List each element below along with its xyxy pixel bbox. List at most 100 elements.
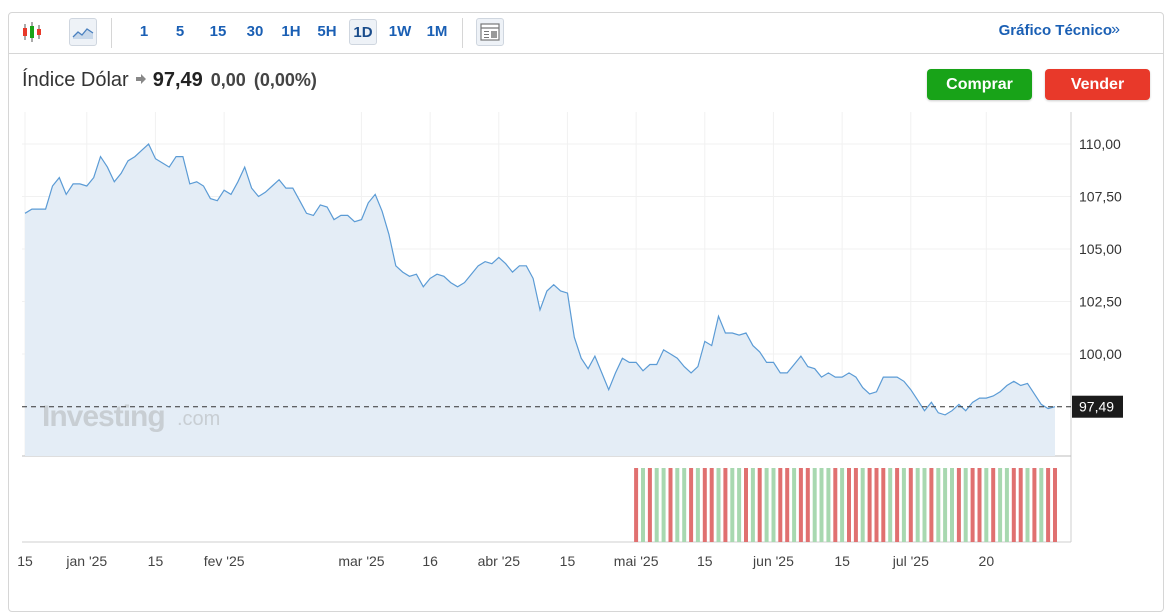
volume-bar bbox=[812, 468, 817, 542]
volume-bar bbox=[634, 468, 639, 542]
volume-bar bbox=[936, 468, 941, 542]
x-tick-label: 15 bbox=[834, 553, 850, 569]
timeframe-1[interactable]: 1 bbox=[139, 23, 149, 40]
volume-bar bbox=[1032, 468, 1037, 542]
volume-bar bbox=[702, 468, 707, 542]
y-tick-label: 105,00 bbox=[1079, 241, 1122, 257]
last-value-label: 97,49 bbox=[1079, 399, 1114, 415]
volume-bar bbox=[970, 468, 975, 542]
volume-bar bbox=[950, 468, 954, 542]
volume-bar bbox=[860, 468, 865, 542]
instrument-name: Índice Dólar bbox=[22, 68, 129, 91]
candlestick-icon[interactable] bbox=[18, 18, 46, 46]
y-tick-label: 100,00 bbox=[1079, 346, 1122, 362]
area-chart-icon[interactable] bbox=[69, 18, 97, 46]
volume-bar bbox=[709, 468, 714, 542]
x-tick-label: jul '25 bbox=[892, 553, 929, 569]
volume-bar bbox=[1039, 468, 1044, 542]
volume-bar bbox=[675, 468, 680, 542]
y-tick-label: 107,50 bbox=[1079, 189, 1122, 205]
x-tick-label: abr '25 bbox=[478, 553, 521, 569]
volume-bar bbox=[1053, 468, 1057, 542]
volume-bar bbox=[805, 468, 810, 542]
volume-bar bbox=[922, 468, 927, 542]
volume-bar bbox=[956, 468, 961, 542]
volume-bar bbox=[881, 468, 886, 542]
timeframe-15[interactable]: 15 bbox=[209, 23, 227, 40]
x-tick-label: jun '25 bbox=[752, 553, 794, 569]
x-tick-label: 15 bbox=[560, 553, 576, 569]
volume-bar bbox=[647, 468, 652, 542]
toolbar-divider bbox=[111, 18, 112, 48]
volume-bar bbox=[867, 468, 872, 542]
volume-bar bbox=[695, 468, 700, 542]
buy-button[interactable]: Comprar bbox=[927, 69, 1032, 100]
chart-toolbar: 1 5 15 30 1H 5H 1D 1W 1M Gráfico Técnico » bbox=[8, 12, 1164, 54]
price-area bbox=[25, 144, 1055, 456]
volume-bar bbox=[1018, 468, 1023, 542]
volume-bar bbox=[819, 468, 824, 542]
volume-bar bbox=[641, 468, 645, 542]
volume-bar bbox=[874, 468, 879, 542]
x-tick-label: 20 bbox=[979, 553, 995, 569]
volume-bar bbox=[984, 468, 989, 542]
volume-bar bbox=[840, 468, 845, 542]
volume-bar bbox=[785, 468, 790, 542]
volume-bar bbox=[929, 468, 934, 542]
timeframe-5h[interactable]: 5H bbox=[317, 23, 337, 40]
volume-bar bbox=[853, 468, 858, 542]
volume-bar bbox=[661, 468, 666, 542]
sell-button[interactable]: Vender bbox=[1045, 69, 1150, 100]
x-tick-label: mai '25 bbox=[614, 553, 659, 569]
volume-bar bbox=[847, 468, 851, 542]
x-tick-label: mar '25 bbox=[338, 553, 384, 569]
volume-bar bbox=[901, 468, 906, 542]
news-layout-icon[interactable] bbox=[476, 18, 504, 46]
x-tick-label: jan '25 bbox=[65, 553, 107, 569]
volume-bar bbox=[998, 468, 1003, 542]
double-chevron-right-icon[interactable]: » bbox=[1111, 21, 1120, 38]
volume-bar bbox=[744, 468, 748, 542]
price-chart[interactable]: Investing .com 110,00 107,50 105,00 102,50 1… bbox=[0, 0, 1171, 598]
timeframe-30[interactable]: 30 bbox=[246, 23, 264, 40]
timeframe-1d[interactable]: 1D bbox=[349, 19, 377, 45]
volume-bar bbox=[682, 468, 687, 542]
volume-bar bbox=[908, 468, 913, 542]
volume-bar bbox=[943, 468, 948, 542]
volume-bar bbox=[792, 468, 797, 542]
volume-bar bbox=[764, 468, 769, 542]
x-tick-label: 15 bbox=[17, 553, 33, 569]
x-tick-label: 16 bbox=[422, 553, 438, 569]
instrument-header: Índice Dólar 97,49 0,00 (0,00%) bbox=[22, 66, 317, 94]
volume-bar bbox=[757, 468, 762, 542]
price-change-percent: (0,00%) bbox=[253, 69, 317, 90]
last-price: 97,49 bbox=[152, 68, 203, 91]
volume-bar bbox=[668, 468, 673, 542]
volume-bar bbox=[730, 468, 735, 542]
volume-bar bbox=[1025, 468, 1030, 542]
timeframe-5[interactable]: 5 bbox=[175, 23, 185, 40]
watermark-brand: Investing bbox=[42, 400, 165, 433]
timeframe-1m[interactable]: 1M bbox=[426, 23, 448, 40]
timeframe-1w[interactable]: 1W bbox=[388, 23, 412, 40]
volume-bar bbox=[750, 468, 755, 542]
x-tick-label: 15 bbox=[148, 553, 164, 569]
price-line bbox=[24, 143, 1056, 416]
volume-bar bbox=[723, 468, 728, 542]
volume-bar bbox=[716, 468, 721, 542]
watermark-suffix: .com bbox=[177, 408, 220, 430]
volume-bar bbox=[963, 468, 968, 542]
volume-bar bbox=[915, 468, 920, 542]
toolbar-divider bbox=[462, 18, 463, 48]
timeframe-1h[interactable]: 1H bbox=[281, 23, 301, 40]
volume-bar bbox=[798, 468, 803, 542]
technical-chart-link[interactable]: Gráfico Técnico bbox=[998, 22, 1112, 39]
volume-bar bbox=[654, 468, 659, 542]
volume-bar bbox=[771, 468, 776, 542]
x-tick-label: fev '25 bbox=[204, 553, 245, 569]
volume-bar bbox=[1011, 468, 1016, 542]
volume-bar bbox=[826, 468, 831, 542]
volume-bar bbox=[1046, 468, 1051, 542]
x-tick-label: 15 bbox=[697, 553, 713, 569]
volume-bar bbox=[778, 468, 783, 542]
